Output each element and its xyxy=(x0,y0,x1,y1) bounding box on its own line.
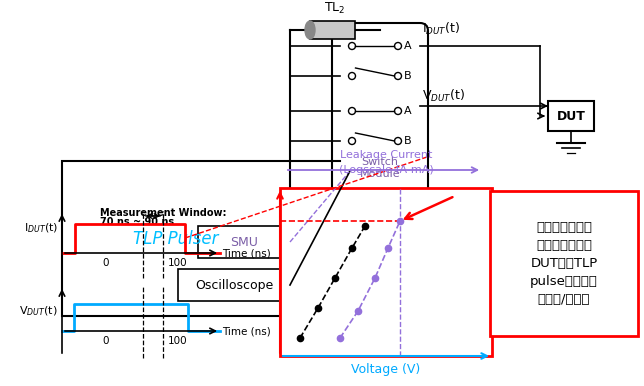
FancyBboxPatch shape xyxy=(310,21,355,39)
Ellipse shape xyxy=(305,21,315,39)
Text: Switch
Module: Switch Module xyxy=(360,157,401,179)
Text: Oscilloscope: Oscilloscope xyxy=(195,279,273,291)
Text: TLP Pulser: TLP Pulser xyxy=(133,230,219,247)
Text: 100: 100 xyxy=(168,336,188,346)
FancyBboxPatch shape xyxy=(198,226,290,258)
FancyBboxPatch shape xyxy=(548,101,594,131)
Text: 70 ns ~ 90 ns: 70 ns ~ 90 ns xyxy=(100,217,174,227)
Text: TL$_2$: TL$_2$ xyxy=(325,1,346,16)
Text: B: B xyxy=(404,71,412,81)
Text: SMU: SMU xyxy=(230,235,258,249)
Text: I$_{DUT}$(t): I$_{DUT}$(t) xyxy=(24,221,58,235)
FancyBboxPatch shape xyxy=(62,161,290,316)
FancyBboxPatch shape xyxy=(490,191,638,336)
Text: Voltage (V): Voltage (V) xyxy=(352,364,421,376)
FancyBboxPatch shape xyxy=(332,23,428,209)
Text: Time (ns): Time (ns) xyxy=(222,248,270,258)
Text: (Logscale fA-mA): (Logscale fA-mA) xyxy=(339,165,433,175)
Text: 0: 0 xyxy=(103,336,109,346)
Text: 100: 100 xyxy=(168,258,188,268)
Text: A: A xyxy=(404,41,412,51)
Text: Leakage Current: Leakage Current xyxy=(340,150,432,160)
Text: A: A xyxy=(404,106,412,116)
Text: 漏电流曲线出现
明显偏折，说明
DUT在该TLP
pulse作用下发
生损伤/损坏。: 漏电流曲线出现 明显偏折，说明 DUT在该TLP pulse作用下发 生损伤/损… xyxy=(530,221,598,306)
Text: Measurement Window:: Measurement Window: xyxy=(100,208,227,218)
FancyBboxPatch shape xyxy=(280,188,492,356)
Text: Time (ns): Time (ns) xyxy=(222,326,270,336)
Text: 0: 0 xyxy=(103,258,109,268)
Text: I$_{DUT}$(t): I$_{DUT}$(t) xyxy=(422,21,460,37)
Text: B: B xyxy=(404,136,412,146)
Text: V$_{DUT}$(t): V$_{DUT}$(t) xyxy=(19,304,58,318)
Text: V$_{DUT}$(t): V$_{DUT}$(t) xyxy=(422,88,465,104)
Text: DUT: DUT xyxy=(556,110,585,122)
FancyBboxPatch shape xyxy=(178,269,290,301)
